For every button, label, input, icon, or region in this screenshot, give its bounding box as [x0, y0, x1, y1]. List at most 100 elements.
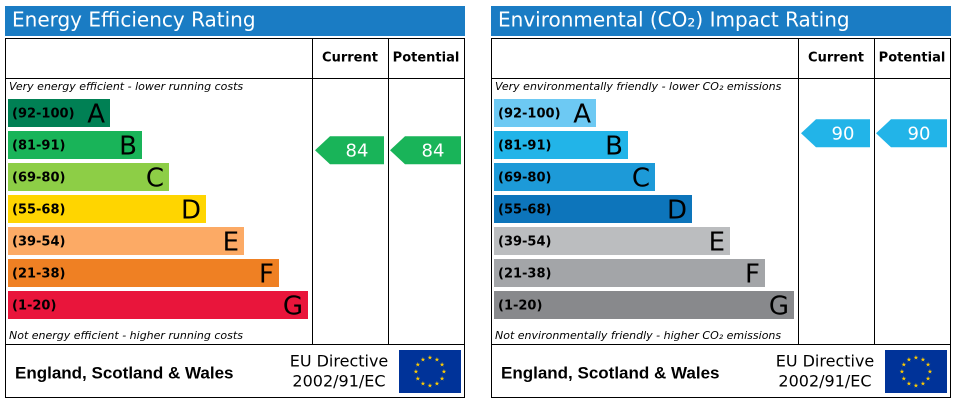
title-bar — [491, 6, 951, 36]
band-range: (55-68) — [12, 203, 65, 218]
eu-star: ★ — [920, 381, 925, 388]
rating-arrow — [390, 136, 461, 165]
band-range: (21-38) — [12, 267, 65, 282]
frame — [5, 38, 465, 398]
column-header: Current — [322, 51, 378, 66]
footer-directive: EU Directive — [290, 352, 389, 371]
band-letter: G — [283, 292, 303, 322]
rating-band — [8, 163, 169, 191]
band-range: (81-91) — [498, 139, 551, 154]
band-range: (69-80) — [498, 171, 551, 186]
rating-band — [494, 291, 794, 319]
column-header: Current — [808, 51, 864, 66]
eu-star: ★ — [920, 356, 925, 363]
panel: Environmental (CO₂) Impact Rating Current… — [491, 6, 951, 398]
footer-directive: EU Directive — [776, 352, 875, 371]
eu-star: ★ — [925, 376, 930, 383]
eu-star: ★ — [901, 376, 906, 383]
rating-band — [8, 291, 308, 319]
eu-star: ★ — [925, 362, 930, 369]
frame — [491, 38, 951, 398]
rating-value: 84 — [346, 140, 369, 161]
footer-code: 2002/91/EC — [778, 372, 871, 391]
rating-value: 90 — [832, 123, 855, 144]
band-range: (1-20) — [498, 299, 542, 314]
band-range: (39-54) — [12, 235, 65, 250]
eu-star: ★ — [913, 383, 918, 390]
eu-star: ★ — [899, 369, 904, 376]
panel-title: Energy Efficiency Rating — [12, 8, 256, 32]
eu-star: ★ — [415, 362, 420, 369]
band-range: (92-100) — [498, 107, 561, 122]
band-letter: C — [632, 164, 650, 194]
rating-band — [494, 163, 655, 191]
band-letter: A — [573, 100, 591, 130]
band-letter: D — [667, 196, 687, 226]
eu-star: ★ — [441, 369, 446, 376]
band-letter: G — [769, 292, 789, 322]
panel-title: Environmental (CO₂) Impact Rating — [498, 8, 850, 32]
band-letter: A — [87, 100, 105, 130]
eu-star: ★ — [420, 356, 425, 363]
band-range: (39-54) — [498, 235, 551, 250]
rating-band — [494, 227, 730, 255]
rating-band — [8, 227, 244, 255]
band-letter: E — [223, 228, 239, 258]
eu-star: ★ — [434, 356, 439, 363]
eu-flag — [885, 350, 947, 393]
eu-star: ★ — [906, 381, 911, 388]
eu-star: ★ — [927, 369, 932, 376]
eu-star: ★ — [913, 355, 918, 362]
eu-star: ★ — [439, 376, 444, 383]
rating-arrow — [801, 119, 870, 148]
band-letter: F — [259, 260, 274, 290]
band-letter: B — [605, 132, 623, 162]
rating-band — [494, 259, 765, 287]
rating-arrow — [315, 136, 384, 165]
rating-value: 90 — [908, 123, 931, 144]
footer-region: England, Scotland & Wales — [501, 363, 720, 382]
rating-band — [8, 259, 279, 287]
rating-value: 84 — [422, 140, 445, 161]
rating-arrow — [876, 119, 947, 148]
footer-region: England, Scotland & Wales — [15, 363, 234, 382]
band-range: (92-100) — [12, 107, 75, 122]
band-range: (21-38) — [498, 267, 551, 282]
top-note: Very energy efficient - lower running co… — [9, 80, 243, 93]
rating-band — [8, 195, 206, 223]
eu-star: ★ — [901, 362, 906, 369]
band-letter: B — [119, 132, 137, 162]
rating-band — [494, 131, 628, 159]
band-letter: F — [745, 260, 760, 290]
rating-band — [494, 195, 692, 223]
eu-star: ★ — [413, 369, 418, 376]
band-range: (1-20) — [12, 299, 56, 314]
rating-band — [8, 99, 110, 127]
bottom-note: Not environmentally friendly - higher CO… — [495, 329, 781, 342]
eu-star: ★ — [427, 383, 432, 390]
eu-star: ★ — [439, 362, 444, 369]
band-range: (55-68) — [498, 203, 551, 218]
top-note: Very environmentally friendly - lower CO… — [495, 80, 782, 93]
eu-star: ★ — [434, 381, 439, 388]
bottom-note: Not energy efficient - higher running co… — [9, 329, 243, 342]
panel: Energy Efficiency Rating Current Potential… — [5, 6, 465, 398]
rating-band — [8, 131, 142, 159]
eu-star: ★ — [415, 376, 420, 383]
eu-star: ★ — [420, 381, 425, 388]
eu-flag — [399, 350, 461, 393]
column-header: Potential — [393, 51, 460, 66]
band-range: (69-80) — [12, 171, 65, 186]
band-range: (81-91) — [12, 139, 65, 154]
column-header: Potential — [879, 51, 946, 66]
title-bar — [5, 6, 465, 36]
eu-star: ★ — [906, 356, 911, 363]
band-letter: E — [709, 228, 725, 258]
band-letter: C — [146, 164, 164, 194]
eu-star: ★ — [427, 355, 432, 362]
footer-code: 2002/91/EC — [292, 372, 385, 391]
band-letter: D — [181, 196, 201, 226]
rating-band — [494, 99, 596, 127]
